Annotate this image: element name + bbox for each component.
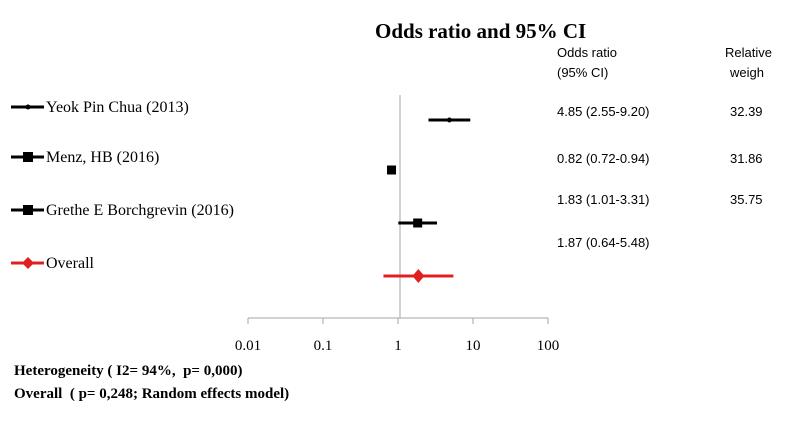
study-label: Grethe E Borchgrevin (2016) [46, 202, 234, 219]
study-label: Menz, HB (2016) [46, 149, 159, 166]
weight-column-header-line2: weigh [729, 65, 764, 80]
study-point-dot [446, 117, 452, 123]
x-tick-label: 1 [394, 338, 402, 354]
legend-dot-marker [25, 104, 31, 110]
chart-title: Odds ratio and 95% CI [375, 19, 586, 43]
weight-column-header-line1: Relative [725, 45, 772, 60]
study-rows: Yeok Pin Chua (2013) 4.85 (2.55-9.20) 32.3… [11, 99, 763, 283]
x-tick-label: 0.1 [314, 338, 333, 354]
study-or-value: 1.83 (1.01-3.31) [557, 192, 650, 207]
study-weight-value: 31.86 [730, 151, 763, 166]
study-or-value: 4.85 (2.55-9.20) [557, 104, 650, 119]
x-tick-label: 10 [466, 338, 481, 354]
study-or-value: 0.82 (0.72-0.94) [557, 151, 650, 166]
study-point-square [387, 165, 397, 175]
legend-diamond-marker [22, 257, 34, 269]
heterogeneity-note: Heterogeneity ( I2= 94%, p= 0,000) [14, 363, 243, 379]
overall-label: Overall [46, 255, 95, 272]
study-weight-value: 32.39 [730, 104, 763, 119]
overall-or-value: 1.87 (0.64-5.48) [557, 235, 650, 250]
overall-point-diamond [412, 269, 425, 283]
study-label: Yeok Pin Chua (2013) [46, 99, 189, 116]
study-weight-value: 35.75 [730, 192, 763, 207]
legend-square-marker [23, 152, 33, 162]
x-tick-label: 0.01 [235, 338, 261, 354]
study-point-square [413, 218, 423, 228]
x-tick-label: 100 [537, 338, 560, 354]
overall-test-note: Overall ( p= 0,248; Random effects model… [14, 386, 290, 402]
or-column-header-line2: (95% CI) [557, 65, 608, 80]
x-axis-ticks: 0.01 0.1 1 10 100 [235, 318, 559, 354]
legend-square-marker [23, 205, 33, 215]
or-column-header-line1: Odds ratio [557, 45, 617, 60]
